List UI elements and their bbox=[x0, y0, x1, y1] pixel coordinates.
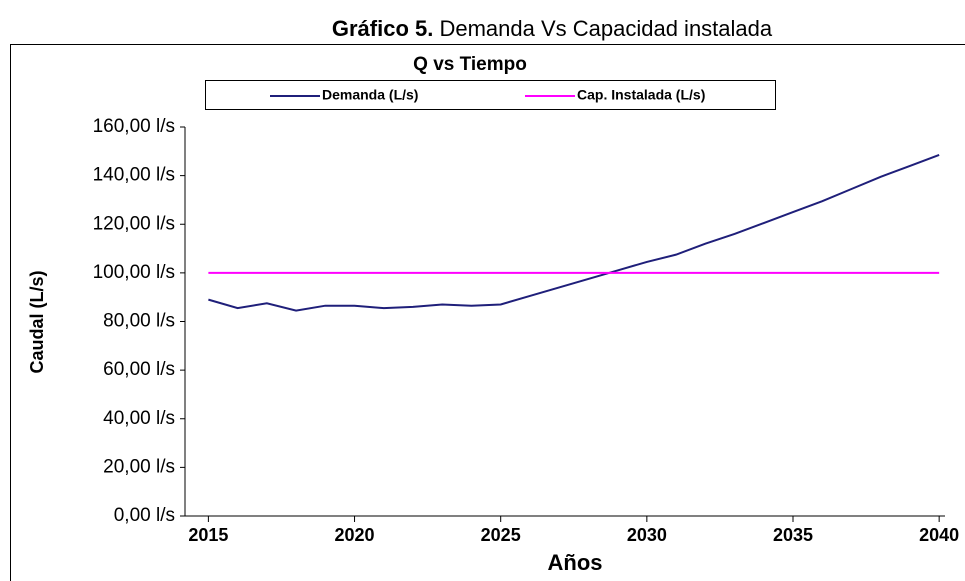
x-tick-label: 2020 bbox=[335, 525, 375, 545]
x-tick-label: 2030 bbox=[627, 525, 667, 545]
y-tick-label: 160,00 l/s bbox=[93, 116, 175, 137]
series-line bbox=[208, 154, 940, 312]
y-tick-label: 100,00 l/s bbox=[93, 262, 175, 283]
caption-label: Gráfico 5. bbox=[332, 16, 433, 41]
x-tick-label: 2025 bbox=[481, 525, 521, 545]
legend-label: Cap. Instalada (L/s) bbox=[577, 87, 705, 103]
x-tick-label: 2015 bbox=[188, 525, 228, 545]
caption: Gráfico 5. Demanda Vs Capacidad instalad… bbox=[332, 16, 773, 41]
chart-frame bbox=[10, 44, 965, 581]
y-tick-label: 80,00 l/s bbox=[103, 311, 175, 332]
caption-text: Demanda Vs Capacidad instalada bbox=[439, 16, 772, 41]
y-tick-label: 120,00 l/s bbox=[93, 213, 175, 234]
legend-label: Demanda (L/s) bbox=[322, 87, 418, 103]
y-tick-label: 40,00 l/s bbox=[103, 408, 175, 429]
y-tick-label: 0,00 l/s bbox=[114, 505, 175, 526]
y-axis-label: Caudal (L/s) bbox=[27, 270, 47, 373]
y-tick-label: 60,00 l/s bbox=[103, 359, 175, 380]
y-tick-label: 140,00 l/s bbox=[93, 165, 175, 186]
x-axis-label: Años bbox=[548, 550, 603, 575]
x-tick-label: 2035 bbox=[773, 525, 813, 545]
x-tick-label: 2040 bbox=[919, 525, 959, 545]
y-tick-label: 20,00 l/s bbox=[103, 456, 175, 477]
chart-title: Q vs Tiempo bbox=[413, 54, 527, 75]
